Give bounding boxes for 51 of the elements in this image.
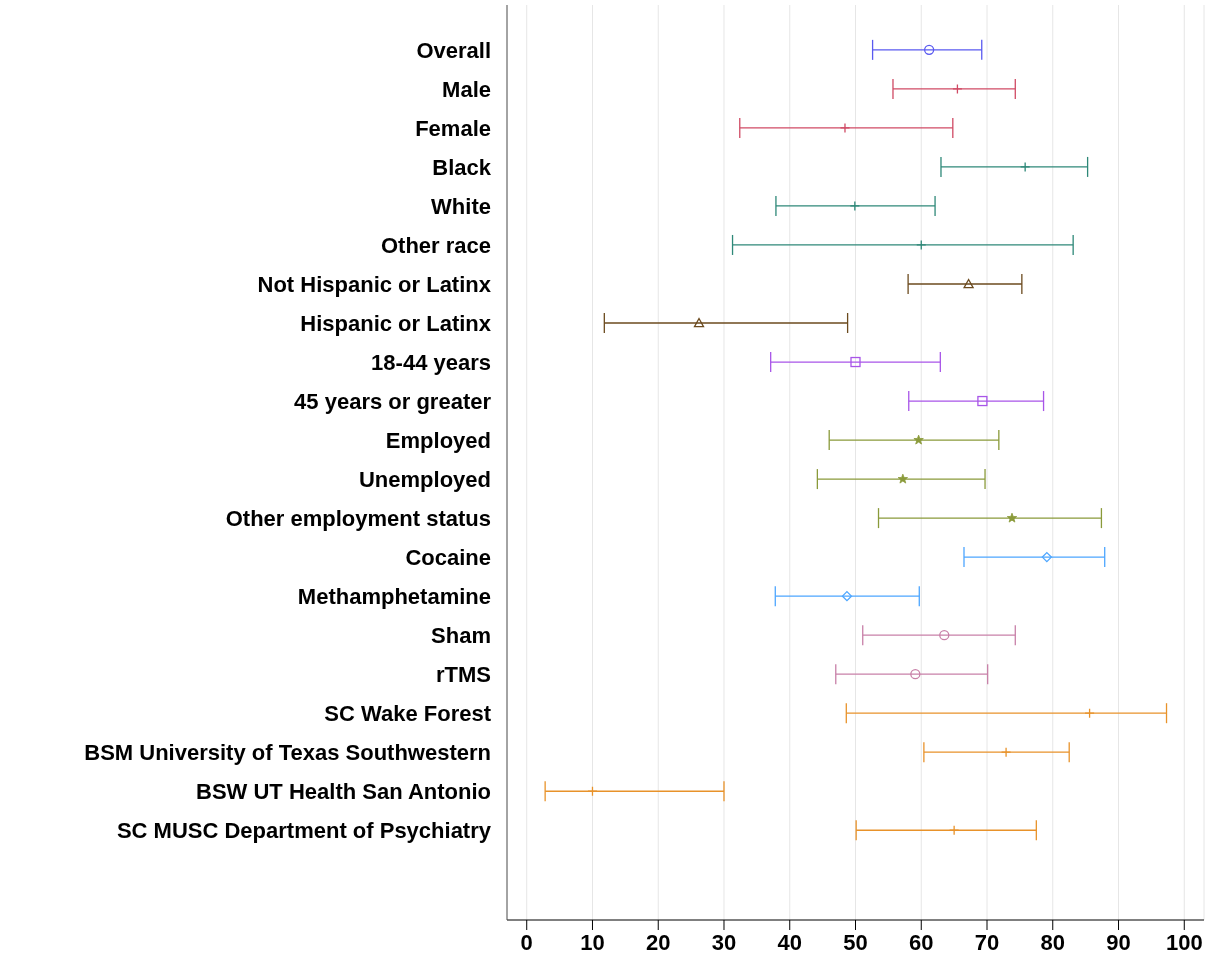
y-tick-label: Other employment status	[225, 505, 491, 531]
y-tick-label: Employed	[385, 427, 491, 453]
y-tick-label: BSW UT Health San Antonio	[196, 779, 491, 805]
point	[849, 200, 860, 212]
x-tick-label: 90	[1106, 929, 1131, 955]
y-tick-label: Hispanic or Latinx	[300, 310, 492, 336]
point	[952, 83, 963, 95]
y-tick-label: 45 years or greater	[294, 388, 492, 414]
point	[1000, 747, 1012, 758]
x-tick-label: 70	[974, 929, 1000, 955]
y-tick-label: Unemployed	[358, 466, 491, 492]
y-tick-label: Black	[432, 154, 492, 180]
point	[839, 122, 851, 134]
point	[1006, 512, 1018, 523]
y-tick-label: White	[431, 193, 491, 219]
point	[924, 44, 935, 56]
x-tick-label: 20	[645, 929, 671, 955]
y-tick-label: Other race	[380, 232, 491, 258]
y-tick-label: Not Hispanic or Latinx	[257, 271, 492, 297]
y-tick-label: 18-44 years	[371, 349, 491, 375]
point	[1020, 161, 1031, 173]
y-tick-label: Methamphetamine	[297, 583, 491, 609]
y-tick-label: Female	[415, 115, 491, 141]
y-tick-label: rTMS	[436, 661, 491, 687]
point	[897, 473, 908, 484]
point	[841, 590, 853, 602]
point	[939, 630, 950, 641]
y-tick-label: SC MUSC Department of Psychiatry	[116, 818, 492, 844]
point	[910, 669, 921, 680]
x-tick-label: 60	[909, 929, 934, 955]
y-tick-label: BSM University of Texas Southwestern	[84, 740, 491, 766]
x-tick-label: 100	[1165, 929, 1203, 955]
point	[916, 239, 927, 251]
x-tick-label: 30	[711, 929, 737, 955]
x-tick-label: 50	[843, 929, 868, 955]
y-tick-label: Overall	[416, 37, 491, 63]
y-tick-label: Male	[442, 76, 491, 102]
point	[850, 356, 861, 368]
y-tick-label: Cocaine	[405, 544, 491, 570]
point	[977, 395, 988, 407]
x-tick-label: 10	[580, 929, 605, 955]
point	[963, 278, 974, 289]
y-tick-label: SC Wake Forest	[324, 701, 492, 727]
point	[913, 434, 924, 445]
x-tick-label: 0	[520, 929, 533, 955]
y-tick-label: Sham	[431, 622, 491, 648]
point	[948, 825, 960, 836]
point	[1041, 551, 1052, 563]
x-tick-label: 40	[777, 929, 802, 955]
point	[693, 317, 705, 328]
x-tick-label: 80	[1040, 929, 1066, 955]
